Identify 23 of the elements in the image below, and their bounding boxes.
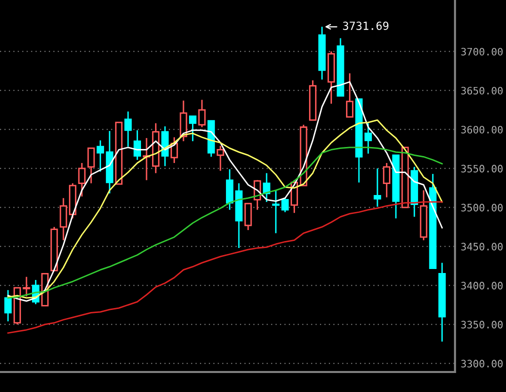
y-tick-label: 3450.00 <box>461 242 503 250</box>
candlestick <box>364 122 372 154</box>
candlestick <box>96 140 104 172</box>
candlestick <box>272 190 280 234</box>
y-tick-label: 3550.00 <box>461 164 503 172</box>
y-tick-label: 3300.00 <box>461 360 503 368</box>
candlestick <box>106 130 114 194</box>
y-tick-label: 3500.00 <box>461 204 503 212</box>
y-tick-label: 3700.00 <box>461 48 503 56</box>
candlestick <box>152 122 160 174</box>
candlestick <box>60 197 68 241</box>
candlestick <box>134 130 141 161</box>
candlestick <box>124 110 132 148</box>
line-series <box>7 201 443 334</box>
y-tick-label: 3350.00 <box>461 320 503 328</box>
candlestick <box>78 162 86 198</box>
y-tick-label: 3650.00 <box>461 86 503 94</box>
candlestick <box>374 168 382 208</box>
y-tick-label: 3600.00 <box>461 126 503 134</box>
candlestick <box>438 262 446 342</box>
annotation: 3731.69 <box>343 22 388 30</box>
line-series <box>7 81 443 302</box>
y-tick-label: 3400.00 <box>461 282 503 290</box>
